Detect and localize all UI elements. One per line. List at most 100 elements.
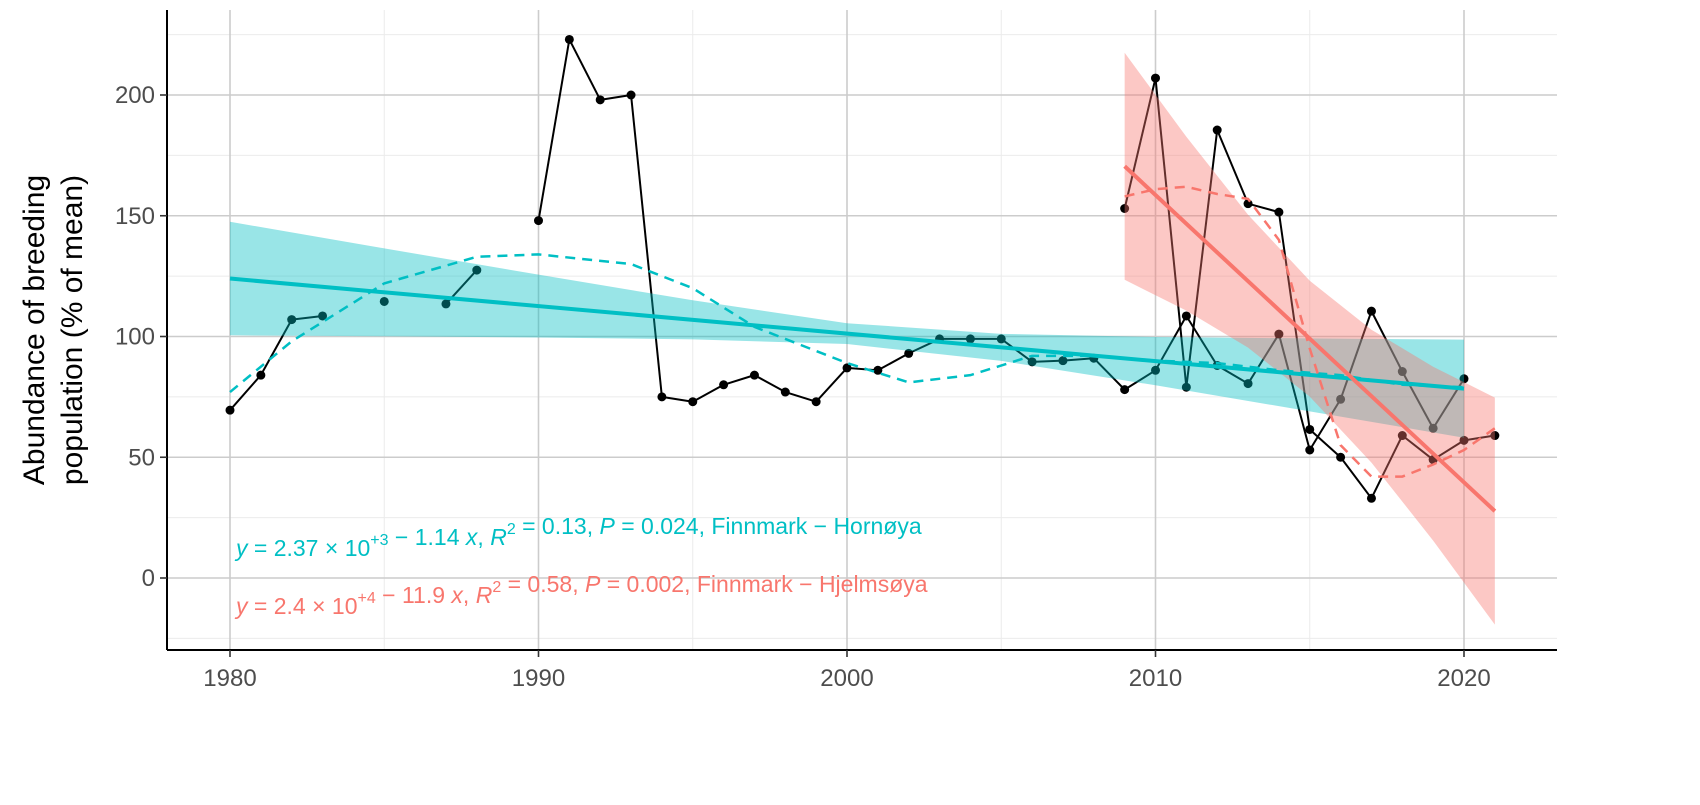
y-tick-label: 200 <box>115 82 155 109</box>
equation-superscript: +4 <box>357 590 375 607</box>
observed-line-segment <box>692 383 725 403</box>
observed-line-segment <box>259 319 293 376</box>
observed-line-segment <box>1247 333 1280 385</box>
confidence-band-0 <box>230 221 1464 438</box>
observed-line-segment <box>1185 129 1219 388</box>
data-point <box>842 363 852 373</box>
data-point <box>287 315 297 325</box>
linear-fit-line-0 <box>229 276 1465 391</box>
y-tick-label: 0 <box>142 565 155 592</box>
data-point <box>1305 424 1315 434</box>
y-axis-label-line1: Abundance of breeding <box>18 175 51 485</box>
observed-line-segment <box>1062 357 1094 362</box>
equation-part: P <box>585 571 601 597</box>
x-tick-label: 2000 <box>820 665 873 692</box>
observed-line-segment <box>229 374 262 411</box>
equation-superscript: 2 <box>492 579 501 596</box>
data-point <box>1151 365 1160 375</box>
equation-part: − 11.9 <box>376 582 452 608</box>
observed-line-segment <box>846 366 878 372</box>
data-point <box>1243 379 1253 389</box>
equation-part: , <box>477 524 490 550</box>
observed-line-segment <box>1154 77 1188 388</box>
data-point <box>1490 431 1500 441</box>
data-point <box>1397 431 1407 441</box>
data-point <box>1336 394 1346 404</box>
observed-line-segment <box>568 38 602 101</box>
data-point <box>1366 493 1376 503</box>
equation-part: = 0.58, <box>501 571 585 597</box>
data-point <box>441 299 451 309</box>
x-tick-label: 1980 <box>203 665 256 692</box>
data-point <box>657 392 667 402</box>
y-tick-label: 50 <box>128 444 155 471</box>
observed-line-segment <box>1339 310 1373 400</box>
observed-line-segment <box>537 39 571 221</box>
observed-line-segment <box>753 374 786 393</box>
observed-line-segment <box>661 395 693 403</box>
observed-line-segment <box>1370 435 1404 499</box>
observed-line-segment <box>1123 77 1157 209</box>
data-point <box>1459 435 1469 445</box>
data-point <box>1305 445 1315 455</box>
equation-part: = 0.024, Finnmark − Hornøya <box>615 513 922 539</box>
data-point <box>379 296 389 306</box>
data-point <box>965 334 975 344</box>
observed-line-segment <box>1093 357 1126 391</box>
y-tick-label: 150 <box>115 203 155 230</box>
equation-part: = 2.4 × 10 <box>248 593 358 619</box>
data-point <box>811 397 821 407</box>
smooth-curve-1 <box>1124 185 1496 478</box>
observed-line-segment <box>600 94 632 101</box>
data-point <box>1336 452 1346 462</box>
observed-line-segment <box>1401 371 1435 429</box>
data-point <box>1274 207 1284 217</box>
observed-line-segment <box>1309 428 1342 458</box>
equation-hjelmsoya: y = 2.4 × 10+4 − 11.9 x, R2 = 0.58, P = … <box>234 571 928 619</box>
data-point <box>1459 374 1469 384</box>
y-tick-label: 100 <box>115 324 155 351</box>
equation-part: R <box>490 524 507 550</box>
data-point <box>719 380 729 390</box>
equation-part: − 1.14 <box>389 524 466 550</box>
observed-line-segment <box>1339 456 1373 499</box>
tick-labels: 1980 1990 2000 2010 2020 0 50 100 150 200 <box>115 82 1491 692</box>
data-point <box>904 348 914 358</box>
observed-line-segment <box>815 367 848 403</box>
equation-part: y <box>234 593 249 619</box>
x-tick-label: 2020 <box>1437 665 1490 692</box>
data-point <box>996 334 1006 344</box>
equation-part: = 2.37 × 10 <box>248 535 371 561</box>
data-point <box>1151 73 1160 83</box>
observed-line-segment <box>1247 202 1280 214</box>
equation-part: x <box>450 582 464 608</box>
data-point <box>225 405 235 415</box>
equation-superscript: +3 <box>370 532 388 549</box>
data-point <box>1212 125 1222 135</box>
data-point <box>688 397 698 407</box>
data-point <box>1428 423 1438 433</box>
equation-part: = 0.002, Finnmark − Hjelmsøya <box>600 571 927 597</box>
data-point <box>1058 356 1068 366</box>
data-point <box>595 95 605 105</box>
observed-line-segment <box>785 391 817 403</box>
data-point <box>873 365 883 375</box>
data-point <box>472 265 482 275</box>
data-point <box>1120 385 1130 395</box>
data-point <box>1027 357 1037 367</box>
observed-series <box>225 34 1500 503</box>
observed-line-segment <box>877 352 910 372</box>
data-point <box>1120 204 1130 214</box>
data-point <box>1274 329 1284 339</box>
equation-part: x <box>465 524 479 550</box>
data-point <box>626 90 636 100</box>
fit-lines <box>229 164 1497 513</box>
observed-line-segment <box>1308 398 1342 451</box>
equation-superscript: 2 <box>507 521 516 538</box>
data-point <box>534 216 543 226</box>
equation-part: y <box>234 535 249 561</box>
equation-part: = 0.13, <box>516 513 600 539</box>
data-point <box>1366 306 1376 316</box>
observed-line-segment <box>1401 434 1434 461</box>
